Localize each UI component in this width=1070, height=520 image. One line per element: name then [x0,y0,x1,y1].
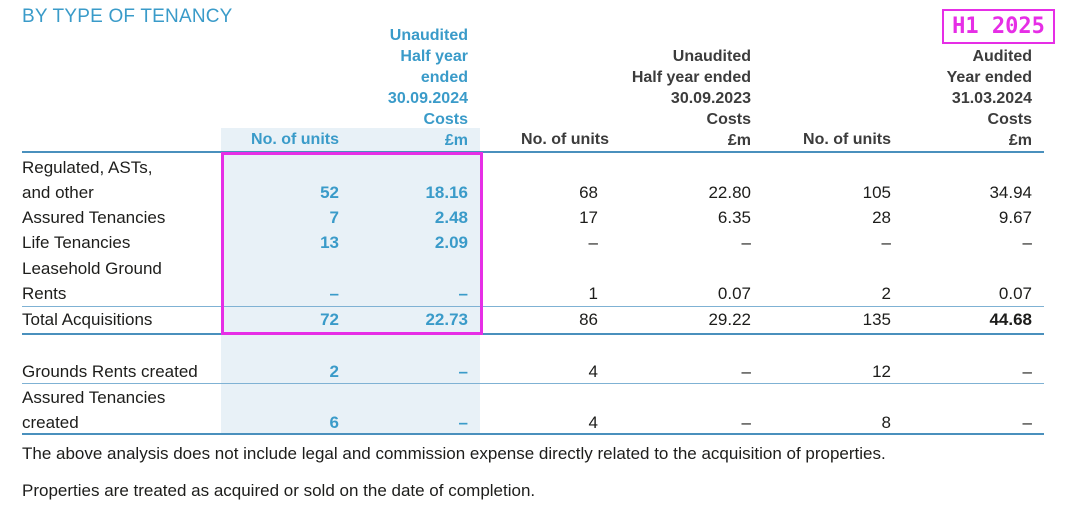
header-current-units: No. of units [251,131,339,148]
period-badge: H1 2025 [942,9,1055,44]
header-prior-half-costs: Unaudited Half year ended 30.09.2023 Cos… [631,48,751,149]
leasehold-current-costs: – [458,284,468,303]
leasehold-prior-half-costs: 0.07 [717,284,751,303]
regulated-prior-year-costs: 34.94 [989,183,1032,202]
total-prior-year-units: 135 [862,310,891,329]
assured-prior-half-costs: 6.35 [717,208,751,227]
row-label-total: Total Acquisitions [22,310,153,329]
ground-rents-created-prior-half-units: 4 [588,362,598,381]
section-title: BY TYPE OF TENANCY [22,6,233,27]
header-current-costs: Unaudited Half year ended 30.09.2024 Cos… [387,27,468,149]
assured-prior-half-units: 17 [579,208,598,227]
footnote-analysis: The above analysis does not include lega… [22,444,886,463]
row-label-life: Life Tenancies [22,233,131,252]
life-prior-year-units: – [881,233,891,252]
total-current-costs: 22.73 [425,310,468,329]
footnote-completion: Properties are treated as acquired or so… [22,481,536,500]
header-prior-year-costs: Audited Year ended 31.03.2024 Costs £m [946,48,1032,149]
assured-created-prior-year-units: 8 [881,413,891,432]
total-bottom-rule [22,333,1044,335]
header-prior-half-units: No. of units [521,131,609,148]
life-current-units: 13 [320,233,339,252]
ground-rents-created-prior-year-units: 12 [872,362,891,381]
current-period-highlight [221,152,483,335]
row-label-ground-rents-created: Grounds Rents created [22,362,198,381]
total-prior-half-units: 86 [579,310,598,329]
leasehold-current-units: – [329,284,339,303]
regulated-current-costs: 18.16 [425,183,468,202]
header-rule [22,151,1044,153]
assured-prior-year-units: 28 [872,208,891,227]
assured-prior-year-costs: 9.67 [998,208,1032,227]
row-label-regulated: Regulated, ASTs, and other [22,158,153,202]
leasehold-prior-year-costs: 0.07 [998,284,1032,303]
assured-created-current-units: 6 [329,413,339,432]
ground-rents-created-current-units: 2 [329,362,339,381]
regulated-prior-half-costs: 22.80 [708,183,751,202]
total-prior-half-costs: 29.22 [708,310,751,329]
assured-current-costs: 2.48 [434,208,468,227]
life-current-costs: 2.09 [434,233,468,252]
total-current-units: 72 [320,310,339,329]
assured-created-prior-year-costs: – [1022,413,1032,432]
ground-rents-created-current-costs: – [458,362,468,381]
row-label-leasehold: Leasehold Ground Rents [22,259,162,303]
row-divider [22,383,1044,384]
life-prior-half-costs: – [741,233,751,252]
header-prior-year-units: No. of units [803,131,891,148]
assured-current-units: 7 [329,208,339,227]
row-label-assured-created: Assured Tenancies created [22,388,166,432]
assured-created-prior-half-costs: – [741,413,751,432]
current-period-shade-lower [221,335,480,433]
ground-rents-created-prior-year-costs: – [1022,362,1032,381]
life-prior-half-units: – [588,233,598,252]
life-prior-year-costs: – [1022,233,1032,252]
regulated-current-units: 52 [320,183,339,202]
regulated-prior-year-units: 105 [862,183,891,202]
current-period-shade [221,128,480,335]
ground-rents-created-prior-half-costs: – [741,362,751,381]
regulated-prior-half-units: 68 [579,183,598,202]
assured-created-prior-half-units: 4 [588,413,598,432]
assured-created-current-costs: – [458,413,468,432]
table-bottom-rule [22,433,1044,435]
row-label-assured: Assured Tenancies [22,208,166,227]
leasehold-prior-year-units: 2 [881,284,891,303]
leasehold-prior-half-units: 1 [588,284,598,303]
total-prior-year-costs: 44.68 [989,310,1032,329]
total-top-rule [22,306,1044,307]
